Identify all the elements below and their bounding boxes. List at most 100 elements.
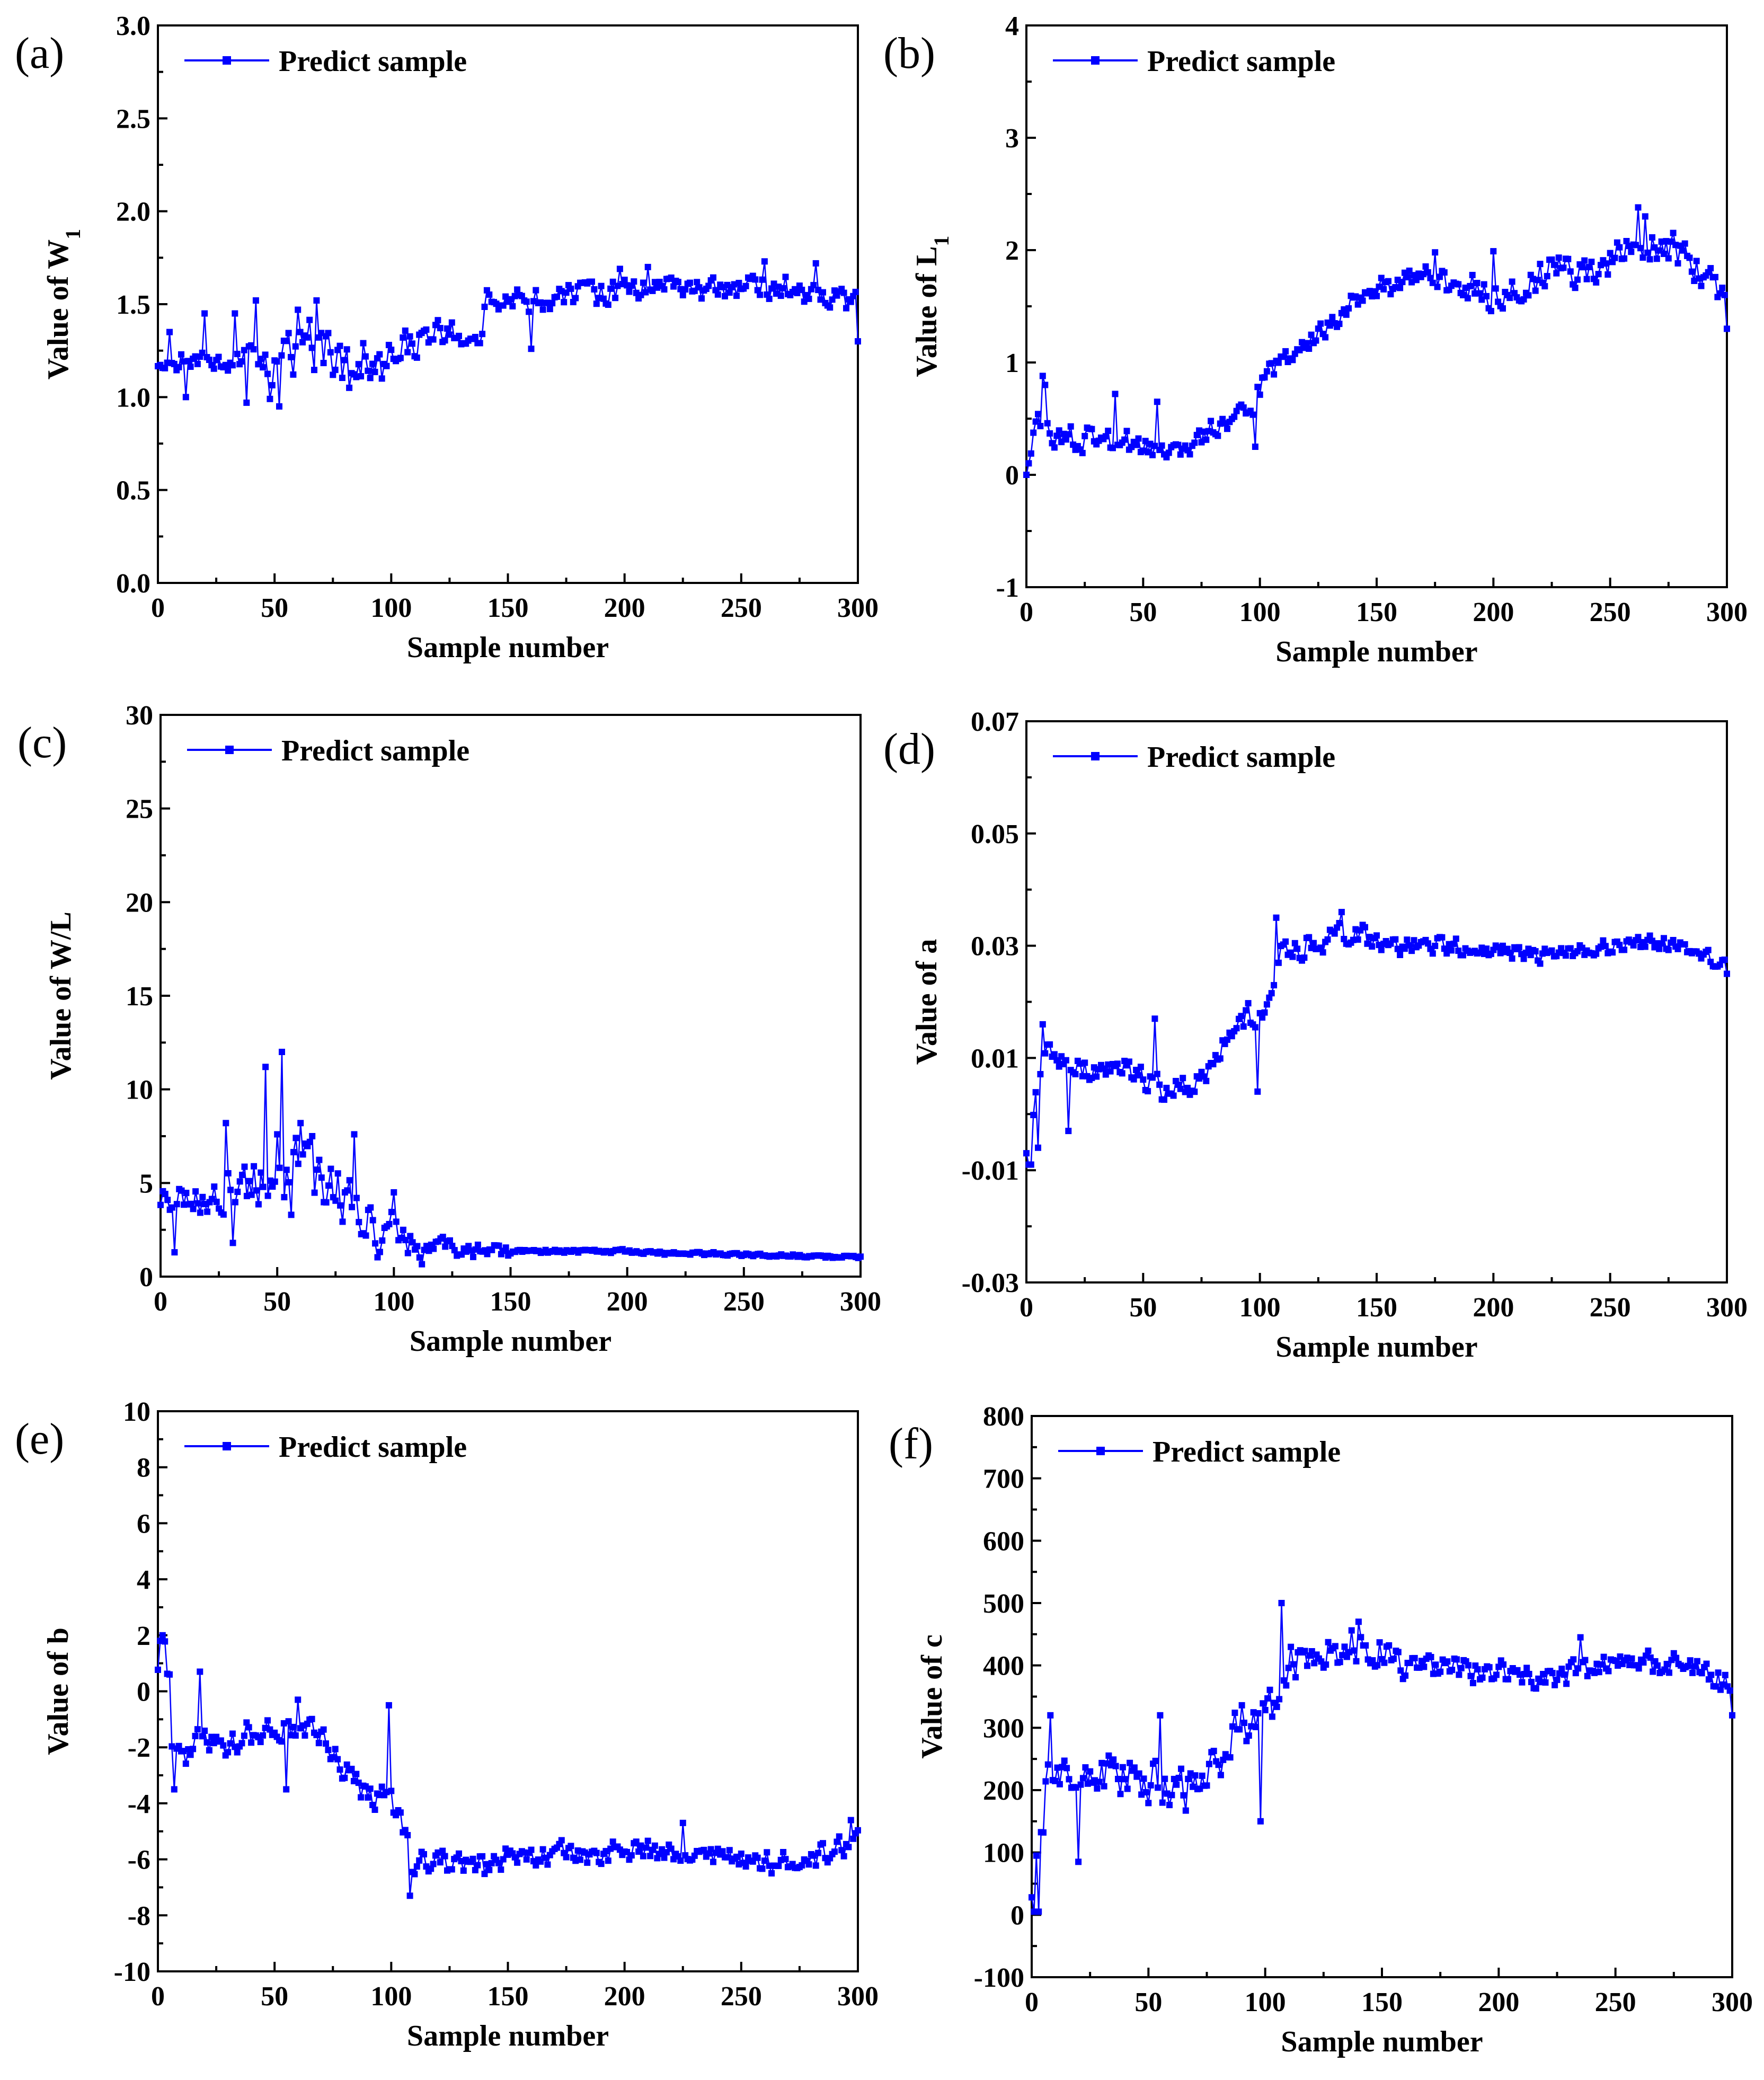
data-point (568, 1843, 574, 1849)
data-point (486, 291, 493, 298)
data-point (423, 326, 430, 333)
data-point (1428, 1654, 1434, 1660)
x-tick-label: 250 (1595, 1987, 1636, 2017)
x-tick-label: 300 (837, 593, 879, 623)
data-point (281, 1194, 288, 1201)
data-point (1245, 1000, 1252, 1007)
data-point (1542, 1679, 1549, 1686)
data-point (1611, 254, 1618, 261)
data-point (1537, 960, 1544, 967)
data-point (1452, 935, 1459, 942)
data-point (1628, 249, 1635, 255)
data-point (1140, 1076, 1147, 1083)
data-point (1474, 280, 1481, 286)
data-point (1154, 399, 1160, 405)
data-point (1705, 946, 1712, 953)
y-tick-label: 30 (126, 701, 153, 731)
y-tick-labels: -10 -8 -6 -4 -2 0 2 4 6 8 10 (114, 1397, 150, 1987)
data-point (1621, 946, 1628, 953)
x-tick-label: 250 (1590, 597, 1631, 627)
data-point (1392, 936, 1399, 943)
data-point (1336, 321, 1343, 328)
data-point (1332, 1643, 1338, 1650)
data-point (1600, 1653, 1607, 1660)
tick-marks (157, 24, 859, 584)
data-point (1336, 920, 1343, 926)
data-point (1322, 334, 1329, 341)
data-point (820, 1840, 826, 1847)
data-point (1275, 359, 1282, 366)
data-point (661, 286, 668, 293)
data-point (1273, 914, 1280, 921)
y-tick-label: 4 (1005, 11, 1019, 41)
data-point (1665, 946, 1672, 953)
data-point (1421, 1663, 1428, 1670)
data-point (1434, 284, 1441, 290)
data-point (1180, 1075, 1186, 1082)
data-point (1192, 1772, 1199, 1779)
data-point (271, 1178, 278, 1185)
data-point (1313, 337, 1319, 344)
data-point (1666, 1669, 1672, 1676)
data-point (267, 395, 273, 402)
data-point (323, 1199, 330, 1206)
data-point (332, 1746, 339, 1752)
data-point (631, 278, 637, 285)
y-tick-label: -1 (996, 573, 1019, 603)
data-point (1722, 1671, 1728, 1678)
y-tick-label: -8 (128, 1901, 150, 1931)
data-point (1645, 1647, 1652, 1654)
data-point (397, 355, 404, 361)
y-tick-labels: -0.03 -0.01 0.01 0.03 0.05 0.07 (962, 707, 1019, 1298)
data-point (1640, 1659, 1647, 1666)
data-point (1241, 1720, 1247, 1726)
data-point (182, 394, 189, 401)
data-point (197, 1668, 203, 1675)
data-point (175, 1742, 182, 1749)
x-tick-label: 50 (261, 1981, 288, 2012)
data-point (616, 265, 623, 272)
series-line (157, 261, 859, 406)
x-tick-label: 150 (487, 593, 529, 623)
data-point (1271, 982, 1278, 989)
data-point (1154, 1070, 1160, 1077)
data-point (1528, 1678, 1535, 1685)
data-point (391, 1189, 397, 1196)
data-point (1490, 248, 1497, 255)
data-point (1102, 433, 1109, 440)
data-point (260, 1732, 267, 1739)
data-point (311, 367, 317, 374)
data-point (1329, 314, 1336, 321)
data-point (698, 295, 705, 302)
data-point (1658, 940, 1665, 947)
data-point (1044, 1761, 1051, 1768)
data-point (164, 1197, 171, 1203)
x-tick-label: 200 (607, 1287, 648, 1317)
data-point (1698, 1670, 1705, 1677)
data-point (1191, 1088, 1198, 1095)
data-point (1469, 1680, 1476, 1686)
data-point (1175, 1081, 1182, 1088)
legend-marker-symbol (223, 1442, 231, 1450)
data-point (1348, 1627, 1355, 1634)
data-point (1574, 276, 1581, 283)
data-point (1170, 1092, 1177, 1099)
data-point (726, 289, 733, 296)
data-point (199, 1733, 206, 1740)
data-point (1029, 1894, 1035, 1901)
data-point (1157, 1712, 1164, 1719)
data-point (325, 1182, 332, 1189)
data-point (229, 1730, 236, 1737)
data-point (460, 1867, 467, 1874)
y-tick-label: -10 (114, 1957, 150, 1987)
x-axis-title: Sample number (410, 1325, 611, 1358)
data-point (759, 276, 766, 283)
data-point (1175, 1775, 1182, 1781)
data-point (1520, 955, 1527, 962)
data-point (1260, 1700, 1266, 1707)
data-point (215, 353, 222, 360)
data-point (1404, 936, 1411, 943)
data-point (1093, 1073, 1100, 1080)
data-point (286, 1179, 292, 1185)
